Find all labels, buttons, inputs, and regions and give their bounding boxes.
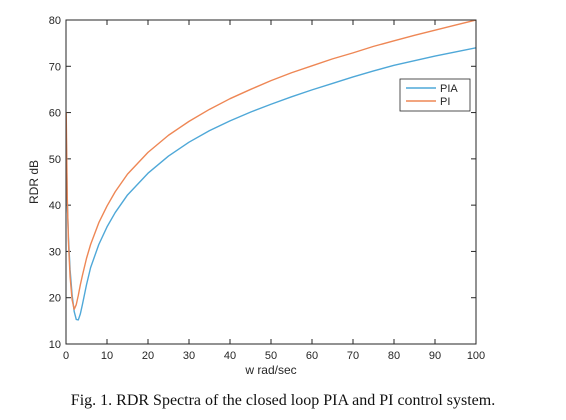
- x-tick-label: 70: [347, 350, 359, 362]
- x-tick-labels: 0 10 20 30 40 50 60 70 80 90 100: [63, 350, 485, 362]
- x-tick-label: 80: [388, 350, 400, 362]
- series-line-pi: [66, 20, 476, 310]
- x-axis-title: w rad/sec: [244, 363, 296, 377]
- x-tick-label: 90: [429, 350, 441, 362]
- plot-area: [66, 20, 476, 344]
- y-tick-label: 80: [49, 15, 61, 27]
- rdr-line-chart: 0 10 20 30 40 50 60 70 80 90 100 1020304050607080 …: [27, 15, 485, 377]
- y-tick-labels: 10 20 30 40 50 60 70 80: [49, 15, 61, 351]
- x-tick-label: 0: [63, 350, 69, 362]
- plot-frame: [65, 19, 477, 345]
- x-tick-label: 100: [467, 350, 485, 362]
- x-tick-label: 60: [306, 350, 318, 362]
- figure-caption: Fig. 1. RDR Spectra of the closed loop P…: [70, 392, 496, 409]
- y-tick-label: 20: [49, 293, 61, 305]
- x-tick-label: 20: [142, 350, 154, 362]
- y-tick-label: 30: [49, 246, 61, 258]
- y-tick-label: 70: [49, 61, 61, 73]
- legend-label: PIA: [440, 83, 458, 95]
- y-axis-title: RDR dB: [27, 160, 41, 204]
- x-tick-label: 50: [265, 350, 277, 362]
- y-tick-label: 60: [49, 108, 61, 120]
- x-tick-label: 10: [101, 350, 113, 362]
- series-layer: [66, 20, 476, 321]
- y-tick-label: 10: [49, 339, 61, 351]
- y-tick-label: 40: [49, 200, 61, 212]
- x-tick-label: 30: [183, 350, 195, 362]
- x-tick-label: 40: [224, 350, 236, 362]
- legend-label: PI: [440, 96, 450, 108]
- series-line-pia: [66, 47, 476, 321]
- y-tick-label: 50: [49, 154, 61, 166]
- legend-box: [399, 78, 471, 112]
